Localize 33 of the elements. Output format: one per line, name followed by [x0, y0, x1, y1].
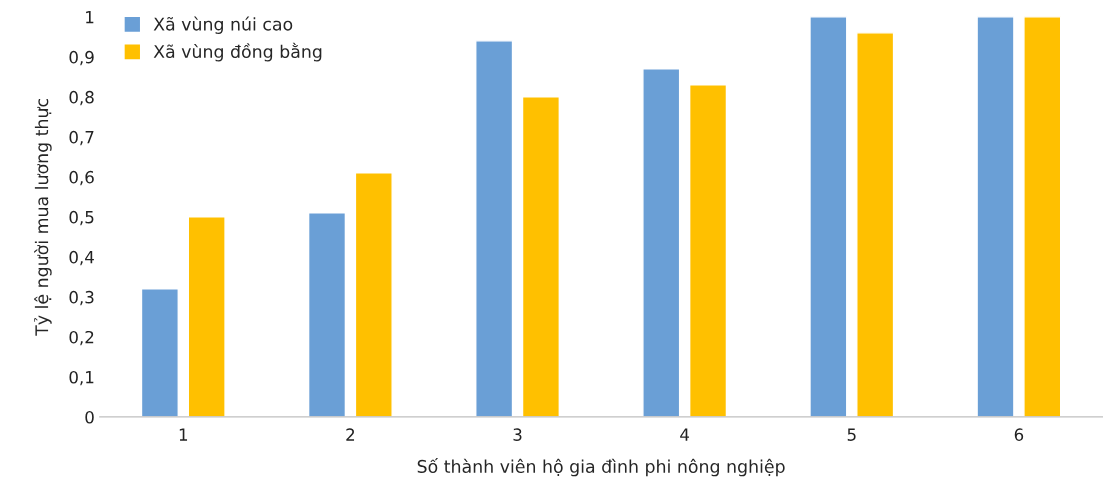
y-tick-label: 0,5	[69, 210, 94, 226]
y-tick-label: 0,4	[69, 250, 94, 266]
bar	[307, 212, 347, 417]
y-tick-label: 0,2	[69, 330, 94, 346]
y-tick-label: 0,7	[69, 130, 94, 146]
bar	[354, 172, 393, 417]
x-tick-label: 1	[179, 428, 188, 441]
x-axis-title: Số thành viên hộ gia đình phi nông nghiệp	[417, 458, 785, 477]
y-tick-label: 1	[86, 11, 94, 24]
bar	[187, 216, 226, 417]
y-tick-label: 0,6	[69, 170, 94, 186]
bar	[809, 16, 848, 417]
y-tick-label: 0,9	[69, 50, 94, 66]
bar	[688, 84, 728, 417]
bar	[140, 288, 179, 417]
bar	[521, 96, 561, 417]
x-tick-label: 4	[680, 428, 690, 441]
y-axis-title: Tỷ lệ người mua lương thực	[34, 99, 52, 336]
x-tick-label: 3	[513, 428, 522, 441]
legend-label: Xã vùng đồng bằng	[153, 42, 322, 62]
y-tick-label: 0,8	[69, 90, 94, 106]
legend-label: Xã vùng núi cao	[153, 16, 293, 34]
bar	[475, 40, 514, 417]
x-tick-label: 2	[346, 428, 355, 441]
bar	[642, 68, 681, 417]
bar	[856, 32, 895, 417]
bar	[976, 16, 1015, 417]
x-tick-label: 6	[1014, 428, 1024, 441]
y-tick-label: 0	[85, 410, 94, 424]
bar	[1023, 16, 1062, 417]
y-tick-label: 0,3	[69, 290, 94, 306]
y-tick-label: 0,1	[69, 370, 94, 386]
x-tick-label: 5	[847, 428, 856, 441]
